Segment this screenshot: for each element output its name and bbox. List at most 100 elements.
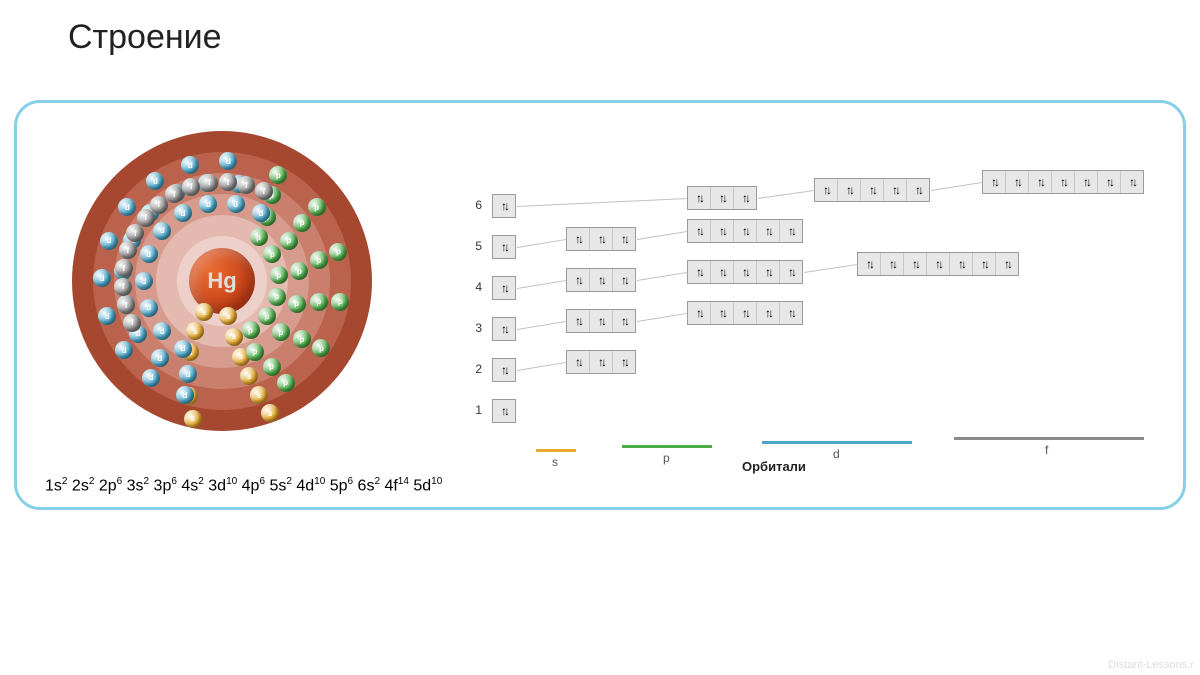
electron-pair-icon: ↑↓ [621, 314, 627, 328]
electron-p: p [268, 288, 286, 306]
electron-pair-icon: ↑↓ [889, 257, 895, 271]
orbital-box: ↑↓ [688, 302, 711, 324]
electron-d: d [176, 386, 194, 404]
subshell-4p: ↑↓ ↑↓ ↑↓ [566, 268, 648, 292]
orbital-box: ↑↓ [780, 261, 802, 283]
orbital-box: ↑↓ [907, 179, 929, 201]
electron-p: p [280, 232, 298, 250]
electron-pair-icon: ↑↓ [765, 224, 771, 238]
orbital-box: ↑↓ [688, 187, 711, 209]
orbital-box: ↑↓ [613, 228, 635, 250]
electron-pair-icon: ↑↓ [575, 273, 581, 287]
electron-pair-icon: ↑↓ [575, 232, 581, 246]
electron-pair-icon: ↑↓ [1037, 175, 1043, 189]
level-label: 2 [462, 362, 482, 376]
electron-pair-icon: ↑↓ [866, 257, 872, 271]
orbital-box: ↑↓ [983, 171, 1006, 193]
orbital-boxes: ↑↓ [492, 317, 516, 341]
electron-p: p [308, 198, 326, 216]
electron-pair-icon: ↑↓ [501, 322, 507, 336]
orbital-box: ↑↓ [996, 253, 1018, 275]
f-underline [954, 437, 1144, 440]
subshell-3d: ↑↓↑↓↑↓↑↓↑↓ [687, 301, 815, 325]
electron-pair-icon: ↑↓ [598, 355, 604, 369]
electron-pair-icon: ↑↓ [598, 314, 604, 328]
electron-p: p [270, 266, 288, 284]
p-underline [622, 445, 712, 448]
electron-pair-icon: ↑↓ [1060, 175, 1066, 189]
page-title: Строение [0, 0, 1200, 57]
electron-d: d [140, 245, 158, 263]
electron-pair-icon: ↑↓ [501, 281, 507, 295]
orbital-boxes: ↑↓ [492, 235, 516, 259]
orbital-box: ↑↓ [688, 261, 711, 283]
orbital-box: ↑↓ [493, 236, 515, 258]
orbital-box: ↑↓ [613, 310, 635, 332]
level-label: 5 [462, 239, 482, 253]
electron-configuration: 1s2 2s2 2p6 3s2 3p6 4s2 3d10 4p6 5s2 4d1… [45, 476, 442, 495]
atom-model: Hgssssppppppssppppppddddddddddssppppppdd… [72, 131, 372, 431]
electron-pair-icon: ↑↓ [696, 265, 702, 279]
orbital-boxes: ↑↓↑↓↑↓↑↓↑↓↑↓↑↓ [857, 252, 1019, 276]
electron-d: d [151, 349, 169, 367]
orbital-boxes: ↑↓ ↑↓ ↑↓ [566, 309, 636, 333]
orbital-box: ↑↓ [757, 261, 780, 283]
orbital-boxes: ↑↓↑↓↑↓↑↓↑↓ [687, 301, 803, 325]
subshell-5d: ↑↓↑↓↑↓↑↓↑↓ [687, 219, 815, 243]
electron-pair-icon: ↑↓ [869, 183, 875, 197]
orbital-box: ↑↓ [711, 261, 734, 283]
orbital-box: ↑↓ [613, 351, 635, 373]
electron-pair-icon: ↑↓ [501, 363, 507, 377]
electron-pair-icon: ↑↓ [1083, 175, 1089, 189]
orbital-boxes: ↑↓↑↓↑↓ [566, 227, 636, 251]
orbital-boxes: ↑↓ ↑↓ ↑↓ [687, 186, 757, 210]
orbital-box: ↑↓ [1098, 171, 1121, 193]
orbital-box: ↑↓ [734, 187, 756, 209]
electron-s: s [184, 410, 202, 428]
orbital-boxes: ↑↓ [492, 358, 516, 382]
subshell-1s: ↑↓ [492, 399, 528, 423]
orbital-box: ↑↓ [734, 302, 757, 324]
subshell-4f: ↑↓↑↓↑↓↑↓↑↓↑↓↑↓ [857, 252, 1031, 276]
electron-pair-icon: ↑↓ [501, 199, 507, 213]
subshell-4d: ↑↓↑↓↑↓↑↓↑↓ [687, 260, 815, 284]
level-label: 1 [462, 403, 482, 417]
orbital-box: ↑↓ [493, 318, 515, 340]
level-label: 3 [462, 321, 482, 335]
orbital-box: ↑↓ [567, 310, 590, 332]
orbital-box: ↑↓ [613, 269, 635, 291]
electron-f: f [255, 182, 273, 200]
orbital-box: ↑↓ [493, 277, 515, 299]
electron-pair-icon: ↑↓ [788, 224, 794, 238]
orbital-box: ↑↓ [861, 179, 884, 201]
electron-p: p [246, 343, 264, 361]
electron-pair-icon: ↑↓ [935, 257, 941, 271]
orbital-box: ↑↓ [567, 228, 590, 250]
subshell-5p: ↑↓↑↓↑↓ [566, 227, 648, 251]
electron-p: p [250, 228, 268, 246]
orbital-box: ↑↓ [590, 351, 613, 373]
electron-pair-icon: ↑↓ [981, 257, 987, 271]
f-label: f [1045, 443, 1048, 457]
electron-pair-icon: ↑↓ [719, 191, 725, 205]
electron-pair-icon: ↑↓ [575, 314, 581, 328]
electron-s: s [225, 328, 243, 346]
electron-f: f [123, 314, 141, 332]
orbital-box: ↑↓ [567, 269, 590, 291]
orbital-boxes: ↑↓↑↓↑↓ [566, 350, 636, 374]
s-underline [536, 449, 576, 452]
electron-pair-icon: ↑↓ [788, 306, 794, 320]
orbital-box: ↑↓ [950, 253, 973, 275]
electron-pair-icon: ↑↓ [501, 404, 507, 418]
level-label: 4 [462, 280, 482, 294]
electron-pair-icon: ↑↓ [823, 183, 829, 197]
electron-pair-icon: ↑↓ [598, 273, 604, 287]
electron-pair-icon: ↑↓ [621, 232, 627, 246]
orbital-box: ↑↓ [711, 220, 734, 242]
electron-p: p [277, 374, 295, 392]
orbitals-caption: Орбитали [742, 459, 806, 474]
content-panel: Hgssssppppppssppppppddddddddddssppppppdd… [14, 100, 1186, 510]
orbital-box: ↑↓ [757, 220, 780, 242]
electron-pair-icon: ↑↓ [765, 265, 771, 279]
level-label: 6 [462, 198, 482, 212]
